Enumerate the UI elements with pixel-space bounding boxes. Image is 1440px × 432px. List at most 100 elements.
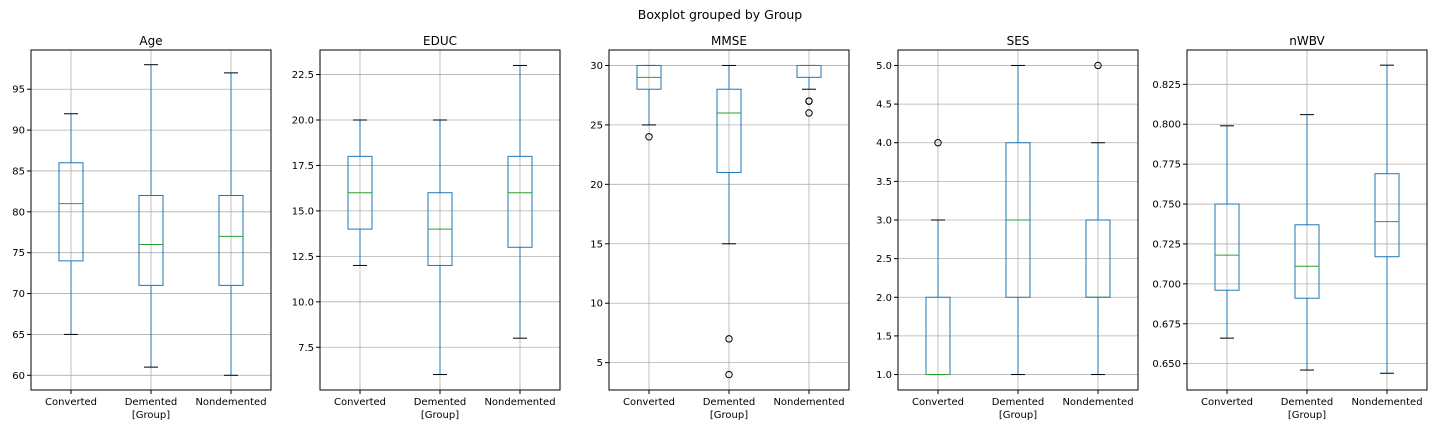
subplot-title: MMSE [711,34,747,48]
y-tick-label: 5.0 [876,61,892,72]
box-nondemented [1085,61,1111,376]
y-tick-label: 0.725 [1152,239,1181,250]
box-demented [1005,64,1031,376]
x-tick-label: Converted [912,397,964,408]
y-tick-label: 22.5 [292,70,314,81]
x-axis-label: [Group] [999,410,1037,421]
outlier-point [934,139,942,147]
outlier-point [805,97,813,105]
y-tick-label: 80 [12,207,25,218]
y-tick-label: 5 [597,358,603,369]
x-tick-label: Nondemented [195,397,266,408]
subplot-title: SES [1007,34,1030,48]
y-tick-label: 20.0 [292,116,314,127]
box-nondemented [218,72,244,376]
figure-title: Boxplot grouped by Group [638,7,802,22]
x-axis-label: [Group] [421,410,459,421]
iqr-box [138,194,164,286]
y-tick-label: 10.0 [292,297,314,308]
outlier-point [1094,61,1102,70]
subplot-age: 60 65 70 75 80 85 90 95 Converted Demented Nondeme… [12,34,272,421]
x-tick-label: Demented [1281,397,1334,408]
y-tick-label: 2.5 [876,254,892,265]
y-tick-label: 0.675 [1152,319,1181,330]
x-tick-label: Nondemented [484,397,555,408]
subplot-title: EDUC [423,34,457,48]
box-converted [636,64,662,141]
y-tick-label: 3.0 [876,216,892,227]
box-converted [1214,125,1240,339]
y-tick-label: 0.825 [1152,80,1181,91]
x-tick-label: Demented [992,397,1045,408]
x-axis-label: [Group] [710,410,748,421]
x-tick-label: Converted [334,397,386,408]
x-tick-label: Nondemented [773,397,844,408]
y-tick-label: 3.5 [876,177,892,188]
y-tick-label: 0.700 [1152,279,1181,290]
x-tick-label: Demented [125,397,178,408]
outlier-point [645,133,653,141]
y-tick-label: 0.650 [1152,359,1181,370]
y-tick-label: 12.5 [292,252,314,263]
outlier-point [725,370,733,379]
y-tick-label: 7.5 [298,343,314,354]
x-axis-label: [Group] [132,410,170,421]
y-tick-label: 30 [590,61,603,72]
box-demented [716,64,742,379]
y-tick-label: 85 [12,166,25,177]
box-demented [138,64,164,368]
y-tick-label: 1.0 [876,370,892,381]
x-tick-label: Nondemented [1062,397,1133,408]
iqr-box [58,162,84,262]
box-converted [925,139,951,376]
box-demented [427,119,453,376]
x-tick-label: Converted [1201,397,1253,408]
subplot-nwbv: 0.650 0.675 0.700 0.725 0.750 0.775 0.800 0.825… [1152,34,1428,421]
box-converted [347,119,373,266]
x-tick-label: Demented [414,397,467,408]
y-tick-label: 2.0 [876,293,892,304]
y-tick-label: 60 [12,371,25,382]
y-tick-label: 90 [12,126,25,137]
subplot-title: nWBV [1289,34,1325,48]
y-tick-label: 15 [590,239,603,250]
iqr-box [1374,173,1400,258]
iqr-box [1214,203,1240,291]
y-tick-label: 95 [12,85,25,96]
iqr-box [218,194,244,286]
iqr-box [507,155,533,248]
y-tick-label: 25 [590,120,603,131]
iqr-box [1294,224,1320,299]
x-tick-label: Converted [45,397,97,408]
iqr-box [716,88,742,173]
y-tick-label: 4.5 [876,100,892,111]
y-tick-label: 0.775 [1152,160,1181,171]
subplot-title: Age [139,34,162,48]
y-tick-label: 75 [12,248,25,259]
box-demented [1294,114,1320,371]
subplot-mmse: 5 10 15 20 25 30 Converted Demented Nondemented [… [590,34,850,421]
box-nondemented [507,64,533,339]
y-tick-label: 70 [12,289,25,300]
box-nondemented [1374,64,1400,374]
x-tick-label: Nondemented [1351,397,1422,408]
x-tick-label: Demented [703,397,756,408]
y-tick-label: 0.800 [1152,120,1181,131]
x-axis-label: [Group] [1288,410,1326,421]
y-tick-label: 20 [590,180,603,191]
y-tick-label: 65 [12,330,25,341]
x-tick-label: Converted [623,397,675,408]
y-tick-label: 0.750 [1152,200,1181,211]
outlier-point [805,109,813,117]
y-tick-label: 15.0 [292,206,314,217]
y-tick-label: 1.5 [876,331,892,342]
outlier-point [725,335,733,343]
y-tick-label: 17.5 [292,161,314,172]
box-converted [58,113,84,335]
y-tick-label: 10 [590,299,603,310]
box-nondemented [796,64,822,117]
subplot-educ: 7.5 10.0 12.5 15.0 17.5 20.0 22.5 Converted Deme… [292,34,561,421]
subplot-ses: 1.0 1.5 2.0 2.5 3.0 3.5 4.0 4.5 5.0 Converted Deme… [876,34,1139,421]
subplot-panels: 60 65 70 75 80 85 90 95 Converted Demented Nondeme… [12,34,1428,421]
